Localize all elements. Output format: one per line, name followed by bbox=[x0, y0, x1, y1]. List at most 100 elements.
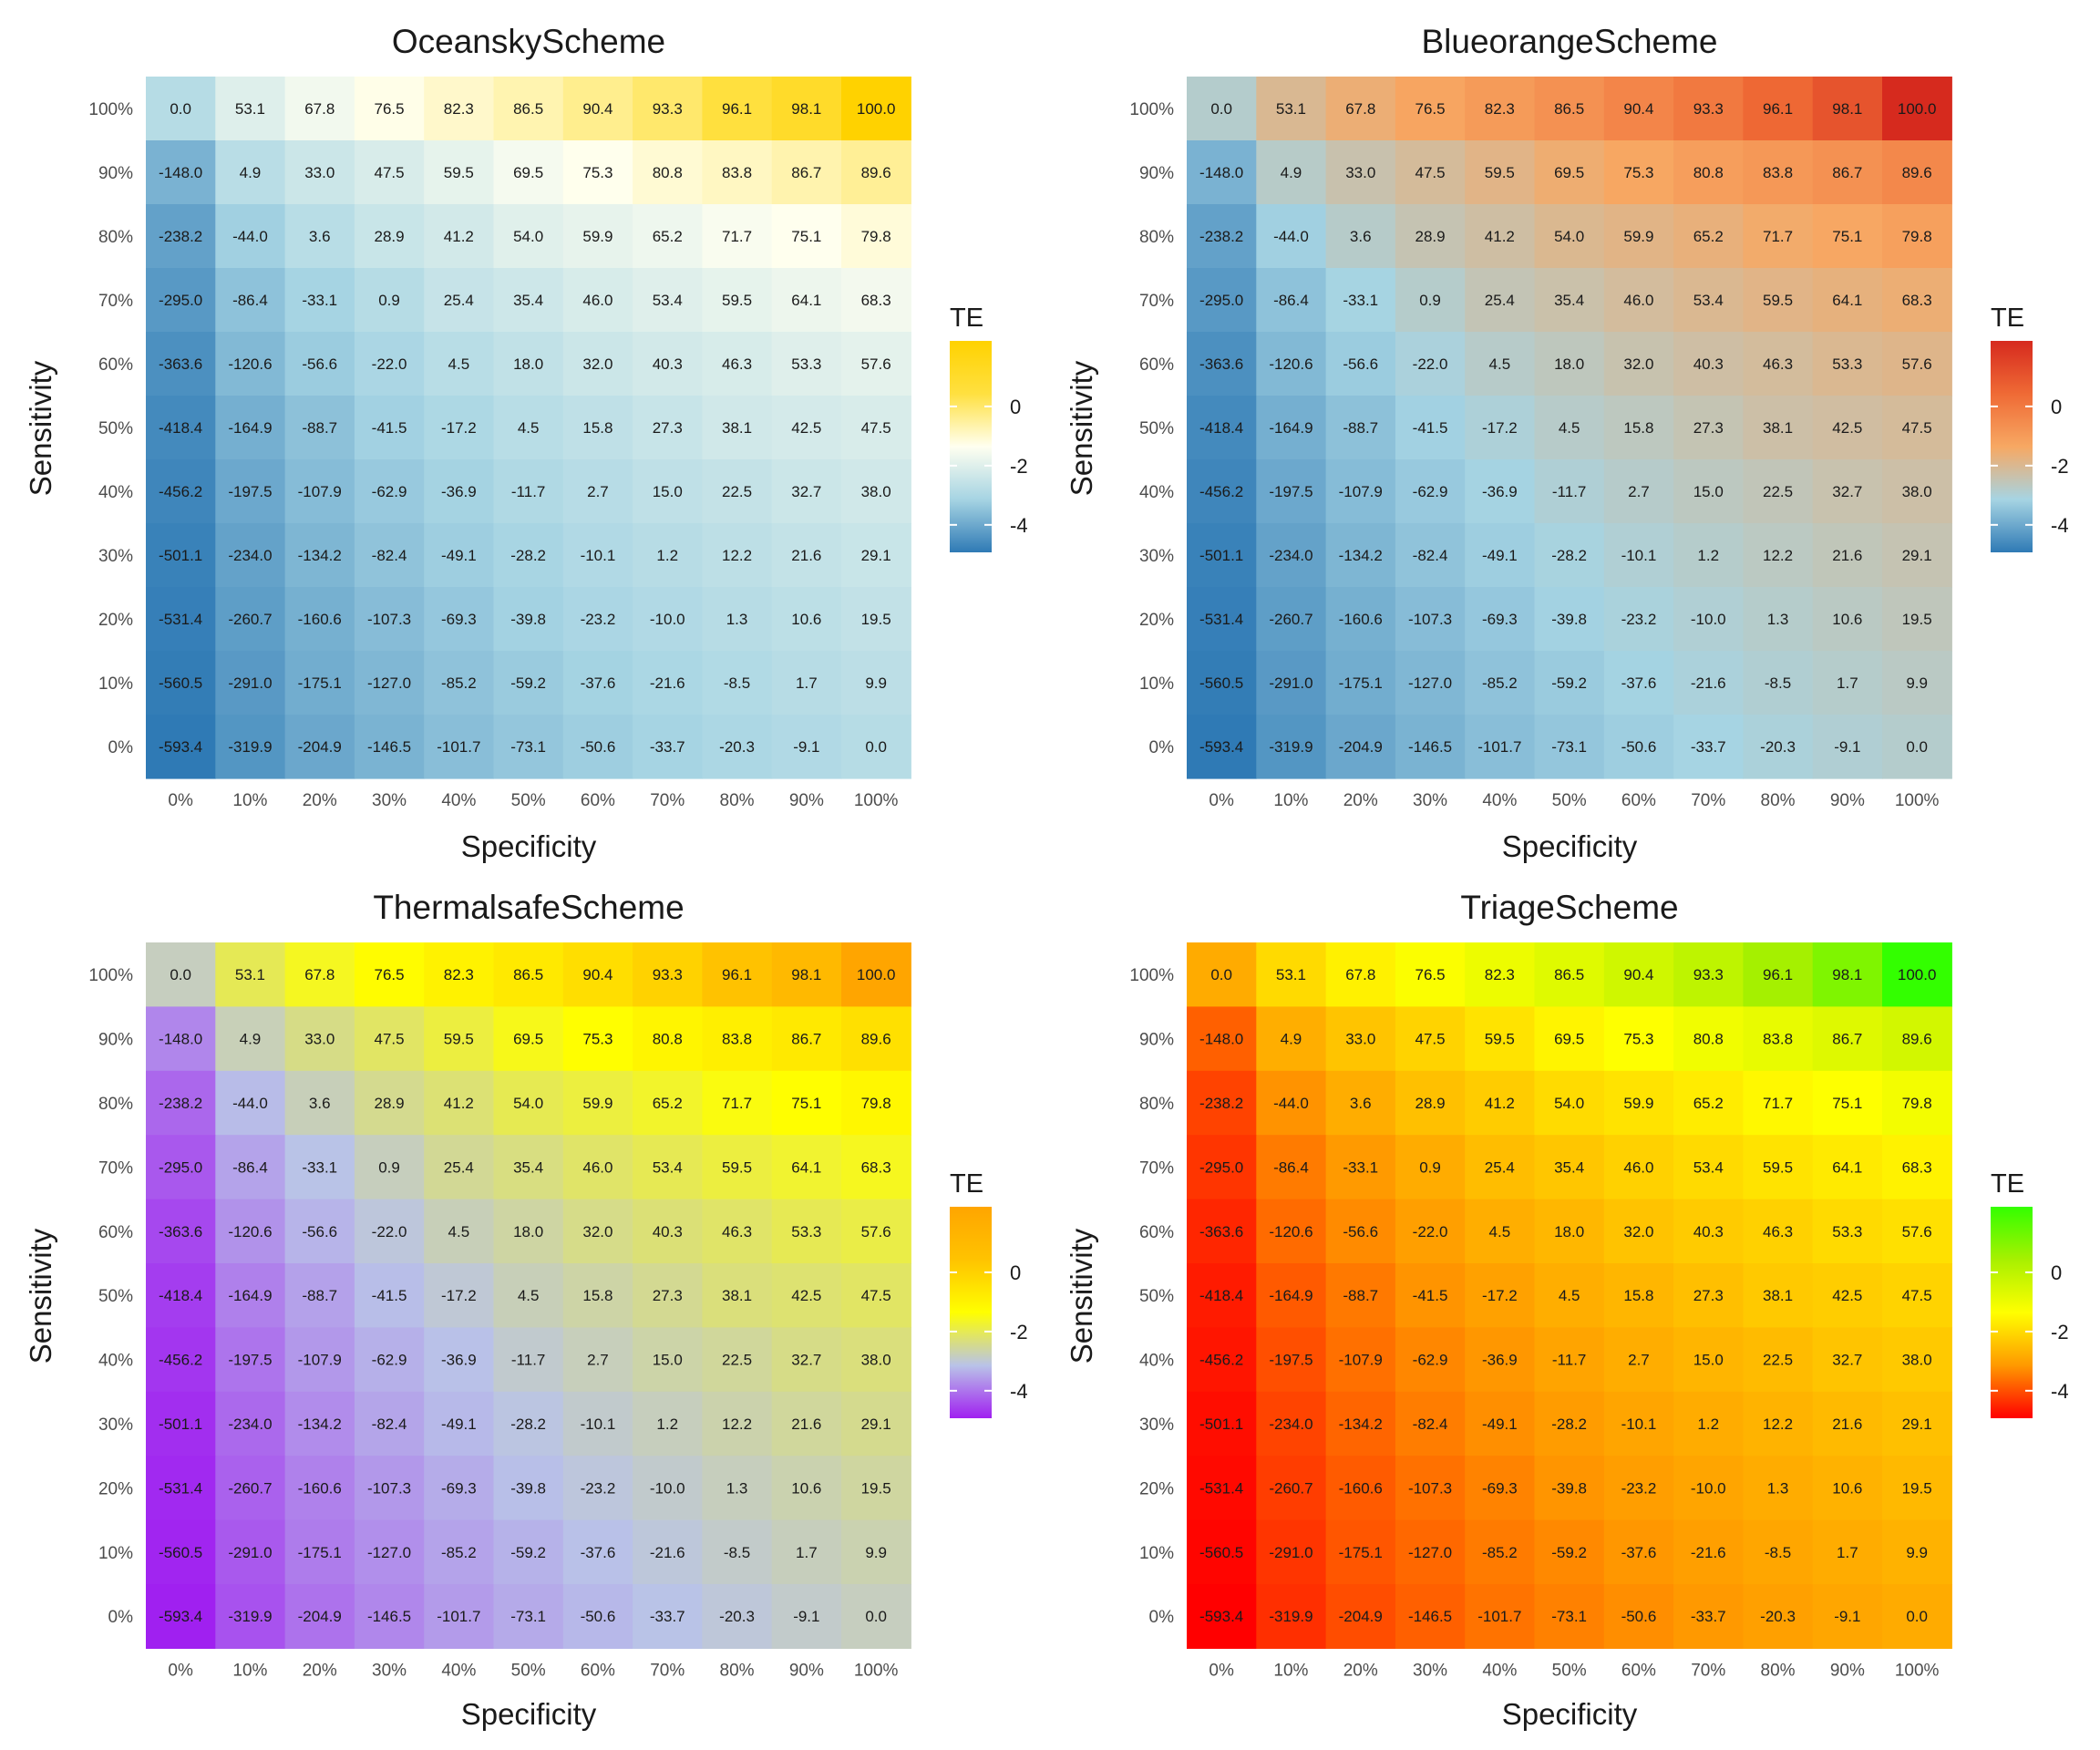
cell-value-label: -23.2 bbox=[581, 611, 616, 628]
x-tick-label: 90% bbox=[1830, 791, 1865, 810]
heatmap-cell bbox=[1465, 1519, 1536, 1585]
heatmap-cell bbox=[1743, 715, 1814, 779]
x-tick-label: 80% bbox=[720, 791, 755, 810]
cell-value-label: -146.5 bbox=[367, 738, 411, 756]
cell-value-label: 93.3 bbox=[653, 100, 683, 118]
cell-value-label: 27.3 bbox=[1693, 419, 1724, 437]
heatmap-cell bbox=[1395, 1391, 1466, 1457]
cell-value-label: -21.6 bbox=[1691, 1544, 1726, 1561]
heatmap-cell bbox=[1743, 1135, 1814, 1200]
cell-value-label: 47.5 bbox=[1415, 1031, 1446, 1048]
heatmap-cell bbox=[841, 523, 911, 588]
heatmap-cell bbox=[1812, 1006, 1883, 1072]
y-tick-label: 60% bbox=[1139, 1223, 1174, 1242]
cell-value-label: -107.3 bbox=[1408, 1479, 1452, 1497]
heatmap-cell bbox=[1325, 1327, 1396, 1393]
heatmap-cell bbox=[1256, 651, 1327, 715]
heatmap-cell bbox=[633, 1070, 703, 1136]
cell-value-label: 68.3 bbox=[861, 292, 891, 309]
heatmap-cell bbox=[1743, 1456, 1814, 1521]
heatmap-cell bbox=[1882, 1263, 1952, 1328]
heatmap-cell bbox=[354, 1391, 425, 1457]
heatmap-cell bbox=[215, 204, 286, 269]
heatmap-cell bbox=[633, 396, 703, 460]
heatmap-cell bbox=[771, 459, 842, 524]
heatmap-cell bbox=[493, 1327, 564, 1393]
heatmap-cell bbox=[284, 268, 355, 333]
cell-value-label: -39.8 bbox=[510, 1479, 546, 1497]
heatmap-cell bbox=[1673, 204, 1744, 269]
cell-value-label: 0.0 bbox=[170, 100, 191, 118]
cell-value-label: 29.1 bbox=[861, 547, 891, 564]
heatmap-cell bbox=[424, 587, 495, 652]
heatmap-cell bbox=[1603, 651, 1674, 715]
heatmap-cell bbox=[841, 587, 911, 652]
heatmap-chart-oceansky: OceanskyScheme Specificity Sensitivity T… bbox=[24, 23, 1028, 863]
cell-value-label: 10.6 bbox=[1832, 1479, 1862, 1497]
cell-value-label: -418.4 bbox=[159, 419, 202, 437]
cell-value-label: 83.8 bbox=[1763, 164, 1793, 181]
cell-value-label: -560.5 bbox=[1199, 1544, 1243, 1561]
heatmap-cell bbox=[354, 715, 425, 779]
cell-value-label: 80.8 bbox=[653, 1031, 683, 1048]
cell-value-label: 47.5 bbox=[861, 1287, 891, 1304]
cell-value-label: 64.1 bbox=[1832, 1158, 1862, 1176]
heatmap-cell bbox=[562, 1006, 633, 1072]
cell-value-label: -20.3 bbox=[719, 738, 755, 756]
cell-value-label: -73.1 bbox=[1551, 738, 1587, 756]
heatmap-cell bbox=[1603, 204, 1674, 269]
y-tick-label: 90% bbox=[98, 1031, 133, 1050]
cell-value-label: 27.3 bbox=[653, 1287, 683, 1304]
heatmap-cell bbox=[1465, 204, 1536, 269]
cell-value-label: -107.9 bbox=[1339, 483, 1383, 500]
x-tick-label: 40% bbox=[1482, 791, 1517, 810]
cell-value-label: 28.9 bbox=[375, 228, 405, 245]
legend-tick-label: 0 bbox=[2051, 1261, 2062, 1284]
cell-value-label: -22.0 bbox=[372, 1223, 407, 1240]
cell-value-label: -88.7 bbox=[1343, 419, 1378, 437]
cell-value-label: 53.1 bbox=[1276, 966, 1306, 983]
heatmap-cell bbox=[1187, 1263, 1257, 1328]
heatmap-cell bbox=[1673, 140, 1744, 205]
cell-value-label: 33.0 bbox=[304, 164, 335, 181]
cell-value-label: -560.5 bbox=[1199, 674, 1243, 692]
cell-value-label: -36.9 bbox=[1482, 483, 1518, 500]
heatmap-cell bbox=[1534, 1070, 1605, 1136]
heatmap-cell bbox=[1465, 523, 1536, 588]
cell-value-label: 57.6 bbox=[861, 1223, 891, 1240]
cell-value-label: -260.7 bbox=[1269, 1479, 1312, 1497]
heatmap-cell bbox=[1743, 1519, 1814, 1585]
heatmap-cell bbox=[1256, 1519, 1327, 1585]
heatmap-cell bbox=[354, 77, 425, 141]
heatmap-cell bbox=[1812, 523, 1883, 588]
heatmap-cell bbox=[1395, 1519, 1466, 1585]
legend-title: TE bbox=[950, 304, 983, 333]
heatmap-cell bbox=[1673, 1199, 1744, 1264]
heatmap-cell bbox=[1534, 1456, 1605, 1521]
heatmap-cell bbox=[1603, 140, 1674, 205]
heatmap-cell bbox=[284, 942, 355, 1007]
heatmap-cell bbox=[702, 268, 773, 333]
cell-value-label: -37.6 bbox=[581, 1544, 616, 1561]
x-tick-label: 30% bbox=[1413, 1661, 1447, 1680]
cell-value-label: 15.0 bbox=[1693, 483, 1724, 500]
cell-value-label: 41.2 bbox=[1485, 228, 1515, 245]
cell-value-label: -148.0 bbox=[159, 1031, 202, 1048]
heatmap-cell bbox=[633, 332, 703, 396]
x-tick-label: 40% bbox=[441, 791, 476, 810]
x-tick-label: 100% bbox=[1895, 791, 1940, 810]
cell-value-label: 40.3 bbox=[653, 1223, 683, 1240]
cell-value-label: -41.5 bbox=[1413, 1287, 1448, 1304]
heatmap-cell bbox=[771, 1199, 842, 1264]
heatmap-cell bbox=[562, 523, 633, 588]
heatmap-cell bbox=[1187, 77, 1257, 141]
heatmap-cell bbox=[284, 459, 355, 524]
heatmap-cell bbox=[493, 204, 564, 269]
cell-value-label: -234.0 bbox=[1269, 547, 1312, 564]
cell-value-label: 75.1 bbox=[1832, 228, 1862, 245]
heatmap-cell bbox=[1534, 1391, 1605, 1457]
heatmap-cell bbox=[1325, 651, 1396, 715]
heatmap-cell bbox=[215, 1006, 286, 1072]
heatmap-cell bbox=[771, 332, 842, 396]
heatmap-cell bbox=[1603, 1584, 1674, 1649]
